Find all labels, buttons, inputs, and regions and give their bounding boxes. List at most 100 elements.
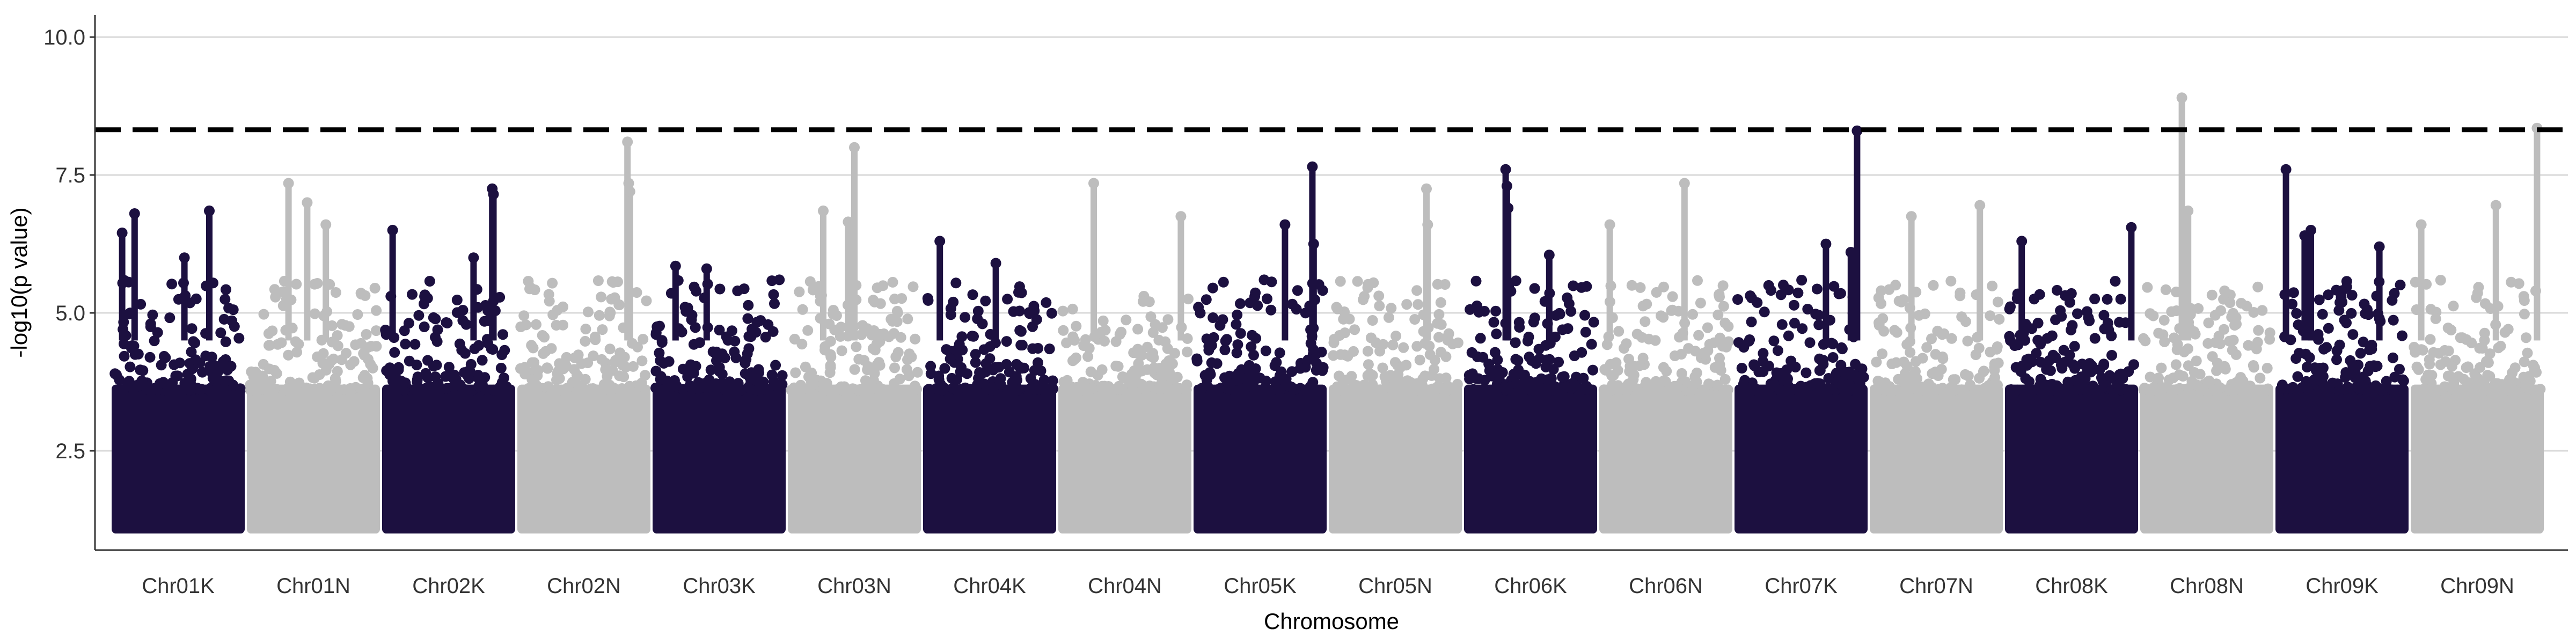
data-point xyxy=(667,381,678,392)
peak-column xyxy=(285,183,292,341)
data-point xyxy=(1291,304,1302,315)
chromosome-band xyxy=(247,384,380,534)
data-point xyxy=(2290,353,2302,364)
data-point xyxy=(1758,348,1769,359)
data-point xyxy=(2032,318,2044,328)
data-point xyxy=(459,348,471,359)
data-point xyxy=(777,370,788,381)
data-points xyxy=(109,92,2546,396)
data-point xyxy=(1950,374,1961,385)
data-point xyxy=(1432,318,1443,329)
peak-column xyxy=(389,230,396,341)
data-point xyxy=(1763,280,1774,291)
data-point xyxy=(2519,309,2530,320)
data-point xyxy=(1213,384,1225,395)
data-point xyxy=(2340,367,2352,378)
data-point xyxy=(126,342,137,354)
data-point xyxy=(714,283,726,295)
data-point xyxy=(745,331,757,342)
data-point xyxy=(293,339,304,350)
x-tick-label: Chr05N xyxy=(1358,574,1432,598)
data-point xyxy=(1080,334,1091,345)
data-point xyxy=(1160,336,1171,347)
data-point xyxy=(1789,318,1800,329)
data-point xyxy=(1965,379,1976,391)
data-point xyxy=(1693,330,1704,341)
data-point xyxy=(1468,384,1479,395)
data-point xyxy=(318,348,329,359)
data-point xyxy=(1443,328,1454,339)
data-point xyxy=(1047,375,1058,386)
data-point xyxy=(1274,347,1285,358)
data-point xyxy=(1871,356,1882,368)
data-point xyxy=(1008,306,1019,317)
data-point xyxy=(1373,290,1385,302)
peak-point xyxy=(1501,180,1512,192)
data-point xyxy=(692,383,704,394)
data-point xyxy=(790,384,801,395)
peak-column xyxy=(1847,252,1854,341)
data-point xyxy=(1374,301,1385,312)
data-point xyxy=(1935,384,1946,396)
data-point xyxy=(770,360,781,371)
data-point xyxy=(596,354,608,365)
data-point xyxy=(1823,373,1834,384)
data-point xyxy=(2202,338,2214,349)
data-point xyxy=(2277,383,2288,394)
x-tick-label: Chr02N xyxy=(547,574,621,598)
data-point xyxy=(1587,364,1598,376)
data-point xyxy=(1219,345,1231,355)
data-point xyxy=(1578,372,1589,384)
data-point xyxy=(2209,310,2221,321)
peak-point xyxy=(1500,164,1511,175)
data-point xyxy=(1057,305,1069,317)
data-point xyxy=(2287,298,2297,310)
data-point xyxy=(359,349,370,361)
data-point xyxy=(2461,382,2472,393)
data-point xyxy=(547,277,558,289)
data-point xyxy=(1717,280,1729,291)
peak-column xyxy=(1424,224,1431,341)
data-point xyxy=(2004,303,2015,314)
data-point xyxy=(2387,384,2398,396)
data-point xyxy=(2227,345,2238,356)
data-point xyxy=(889,362,900,374)
data-point xyxy=(365,341,377,352)
data-point xyxy=(1628,369,1640,380)
data-point xyxy=(152,327,163,338)
data-point xyxy=(1719,384,1731,396)
data-point xyxy=(1011,358,1022,370)
data-point xyxy=(856,329,867,340)
data-point xyxy=(1687,309,1698,320)
data-point xyxy=(2139,383,2150,394)
data-point xyxy=(955,366,966,377)
data-point xyxy=(1812,378,1823,389)
data-point xyxy=(2304,352,2315,363)
data-point xyxy=(1208,312,1219,323)
data-point xyxy=(1466,347,1477,358)
data-point xyxy=(2362,304,2373,315)
data-point xyxy=(2010,362,2022,373)
data-point xyxy=(542,363,553,374)
data-point xyxy=(1435,297,1446,308)
data-point xyxy=(400,377,411,389)
data-point xyxy=(2229,320,2240,331)
data-point xyxy=(688,339,699,350)
data-point xyxy=(554,358,565,369)
peak-point xyxy=(1906,211,1917,222)
data-point xyxy=(720,384,731,396)
peak-point xyxy=(204,205,215,216)
data-point xyxy=(1211,358,1223,369)
data-point xyxy=(1110,361,1122,371)
data-point xyxy=(2471,292,2482,303)
data-point xyxy=(2052,284,2062,296)
data-point xyxy=(1695,297,1706,309)
data-point xyxy=(1827,352,1839,363)
data-point xyxy=(760,332,771,343)
data-point xyxy=(2337,297,2348,308)
data-point xyxy=(1802,304,1813,314)
data-point xyxy=(1837,365,1848,377)
data-point xyxy=(1473,373,1484,384)
data-point xyxy=(270,291,281,303)
data-point xyxy=(1041,297,1052,308)
